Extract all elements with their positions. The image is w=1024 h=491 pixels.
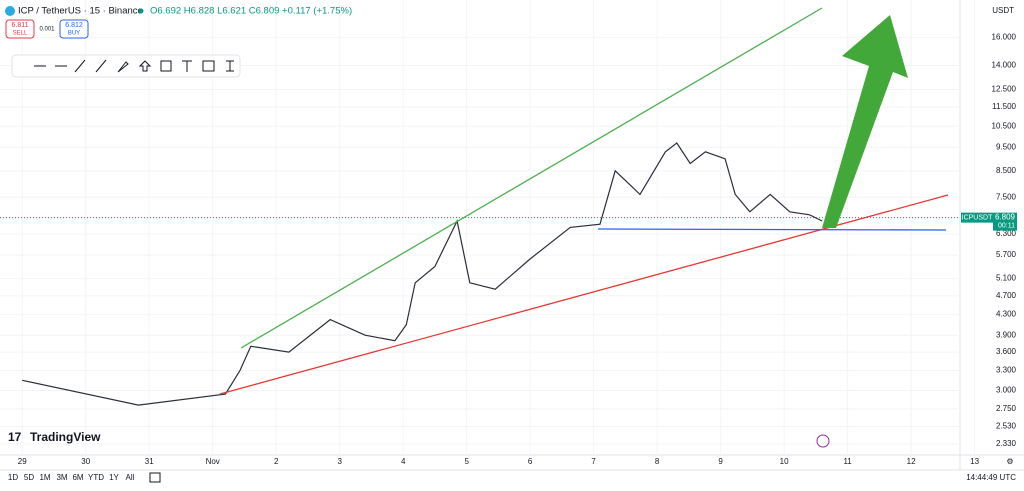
tool-icon[interactable]: [95, 59, 107, 73]
timeframe-button[interactable]: 6M: [72, 473, 83, 482]
y-tick-label: 14.000: [992, 61, 1017, 70]
symbol[interactable]: ICP / TetherUS · 15 · Binance: [18, 6, 143, 17]
buy-button[interactable]: [59, 19, 89, 39]
price-axis: [960, 0, 1024, 470]
event-icon[interactable]: [816, 434, 830, 448]
y-tick-label: 4.700: [996, 291, 1017, 300]
y-tick-label: 2.530: [996, 422, 1017, 431]
logo: TradingView: [30, 430, 101, 444]
y-tick-label: 3.900: [996, 330, 1017, 339]
tool-icon[interactable]: [182, 60, 192, 72]
y-tick-label: 9.500: [996, 142, 1017, 151]
sell-button[interactable]: [5, 19, 35, 39]
drawings: [219, 7, 949, 395]
x-tick-label: 12: [907, 457, 916, 466]
timeframes: 1D 5D 1M 3M 6M YTD 1Y All: [8, 473, 135, 482]
y-tick-label: 4.300: [996, 310, 1017, 319]
ticker-tag: [961, 212, 993, 223]
symbol-icon: [5, 6, 15, 16]
timeframe-button[interactable]: 5D: [24, 473, 34, 482]
x-tick-label: 6: [528, 457, 533, 466]
y-tick-label: 5.700: [996, 250, 1017, 259]
tool-icon[interactable]: [160, 60, 172, 72]
tool-icon[interactable]: [202, 60, 215, 72]
y-tick-label: 2.750: [996, 404, 1017, 413]
timeframe-button[interactable]: 1M: [39, 473, 50, 482]
x-tick-label: 29: [18, 457, 27, 466]
horizontal-line[interactable]: [597, 228, 947, 231]
sell-label[interactable]: SELL: [13, 31, 28, 37]
x-tick-label: 4: [401, 457, 406, 466]
settings-icon[interactable]: ⚙: [1006, 457, 1013, 466]
y-tick-label: 8.500: [996, 166, 1017, 175]
x-tick-label: 8: [655, 457, 660, 466]
tool-icon[interactable]: [117, 61, 129, 73]
price-line: [22, 142, 823, 406]
y-tick-label: 12.500: [992, 85, 1017, 94]
y-tick-label: 11.500: [992, 102, 1016, 111]
x-tick-label: 7: [591, 457, 596, 466]
quantity[interactable]: 0.001: [39, 27, 55, 33]
y-tick-label: 6.300: [996, 229, 1017, 238]
trend-line[interactable]: [240, 7, 823, 349]
x-tick-label: 31: [145, 457, 154, 466]
x-tick-label: Nov: [206, 457, 220, 466]
x-tick-label: 10: [780, 457, 789, 466]
x-tick-label: 3: [337, 457, 342, 466]
trend-line[interactable]: [219, 194, 949, 395]
logo-mark: 17: [8, 430, 22, 444]
clock: 14:44:49 UTC: [966, 473, 1016, 482]
timeframe-button[interactable]: 1D: [8, 473, 18, 482]
calendar-icon[interactable]: [149, 472, 161, 483]
currency[interactable]: USDT: [992, 6, 1014, 15]
buy-price[interactable]: 6.812: [65, 22, 83, 29]
y-tick-label: 3.000: [996, 386, 1017, 395]
last-price-label: 6.809: [995, 213, 1016, 222]
tool-icon[interactable]: [138, 60, 152, 72]
x-tick-label: 5: [464, 457, 469, 466]
y-tick-label: 2.330: [996, 439, 1017, 448]
ohlc: O6.692 H6.828 L6.621 C6.809 +0.117 (+1.7…: [150, 6, 352, 17]
x-tick-label: 11: [843, 457, 852, 466]
x-tick-label: 30: [81, 457, 90, 466]
toolbar-icons: [34, 59, 234, 73]
tool-icon[interactable]: [226, 60, 234, 72]
last-price-tag: [993, 212, 1017, 231]
y-tick-label: 7.500: [996, 192, 1017, 201]
tool-icon[interactable]: [74, 59, 86, 73]
y-tick-label: 10.500: [992, 121, 1017, 130]
arrow[interactable]: [822, 15, 908, 228]
countdown: 00:11: [998, 222, 1015, 229]
y-tick-label: 16.000: [992, 32, 1017, 41]
timeframe-button[interactable]: YTD: [88, 473, 104, 482]
y-tick-label: 3.600: [996, 347, 1017, 356]
y-tick-label: 3.300: [996, 366, 1017, 375]
timeframe-button[interactable]: 1Y: [109, 473, 119, 482]
buy-label[interactable]: BUY: [68, 31, 80, 37]
ticker-tag-label: ICPUSDT: [962, 214, 993, 221]
timeframe-button[interactable]: 3M: [56, 473, 67, 482]
x-tick-label: 2: [274, 457, 279, 466]
x-tick-label: 13: [970, 457, 979, 466]
y-tick-label: 5.100: [996, 274, 1017, 283]
status-dot: [138, 8, 144, 14]
timeframe-button[interactable]: All: [126, 473, 135, 482]
x-tick-label: 9: [718, 457, 723, 466]
sell-price[interactable]: 6.811: [12, 22, 29, 29]
